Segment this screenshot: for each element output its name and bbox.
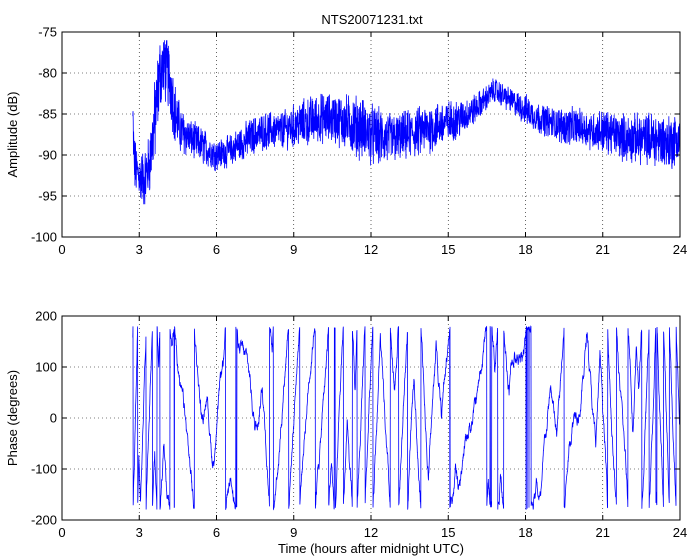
y-tick-label: 100: [35, 360, 57, 375]
x-tick-label: 12: [364, 525, 378, 540]
phase-line: [132, 325, 681, 511]
x-tick-label: 24: [673, 242, 687, 257]
x-tick-label: 6: [213, 525, 220, 540]
y-tick-label: -100: [31, 230, 57, 245]
x-tick-label: 21: [596, 525, 610, 540]
amplitude-x-ticks: 0 3 6 9 12 15 18 21 24: [58, 32, 687, 257]
amplitude-title: NTS20071231.txt: [321, 12, 423, 27]
phase-plot: 0 3 6 9 12 15 18 21 24 200 100 0 -100 -200 Phase (de…: [5, 309, 687, 557]
x-tick-label: 21: [596, 242, 610, 257]
amplitude-line: [132, 40, 681, 205]
amplitude-y-axis-label: Amplitude (dB): [5, 92, 20, 178]
y-tick-label: -85: [38, 107, 57, 122]
phase-x-ticks: 0 3 6 9 12 15 18 21 24: [58, 316, 687, 540]
y-tick-label: -200: [31, 513, 57, 528]
x-tick-label: 0: [58, 242, 65, 257]
y-tick-label: -75: [38, 25, 57, 40]
phase-y-ticks: 200 100 0 -100 -200: [31, 309, 680, 528]
x-tick-label: 9: [290, 525, 297, 540]
x-tick-label: 18: [518, 242, 532, 257]
x-tick-label: 3: [136, 242, 143, 257]
phase-trace: [132, 325, 681, 511]
x-tick-label: 15: [441, 525, 455, 540]
y-tick-label: -95: [38, 189, 57, 204]
x-tick-label: 6: [213, 242, 220, 257]
amplitude-trace: [132, 40, 681, 205]
y-tick-label: -80: [38, 66, 57, 81]
x-tick-label: 0: [58, 525, 65, 540]
x-tick-label: 9: [290, 242, 297, 257]
x-tick-label: 12: [364, 242, 378, 257]
phase-x-axis-label: Time (hours after midnight UTC): [278, 541, 464, 556]
x-tick-label: 24: [673, 525, 687, 540]
phase-y-axis-label: Phase (degrees): [5, 370, 20, 466]
x-tick-label: 3: [136, 525, 143, 540]
x-tick-label: 15: [441, 242, 455, 257]
x-tick-label: 18: [518, 525, 532, 540]
y-tick-label: -90: [38, 148, 57, 163]
y-tick-label: 0: [50, 411, 57, 426]
y-tick-label: 200: [35, 309, 57, 324]
y-tick-label: -100: [31, 462, 57, 477]
amplitude-plot: NTS20071231.txt 0 3 6 9 12 15 18 21 24 -75 -80 -85…: [5, 12, 687, 257]
amplitude-y-ticks: -75 -80 -85 -90 -95 -100: [31, 25, 680, 245]
